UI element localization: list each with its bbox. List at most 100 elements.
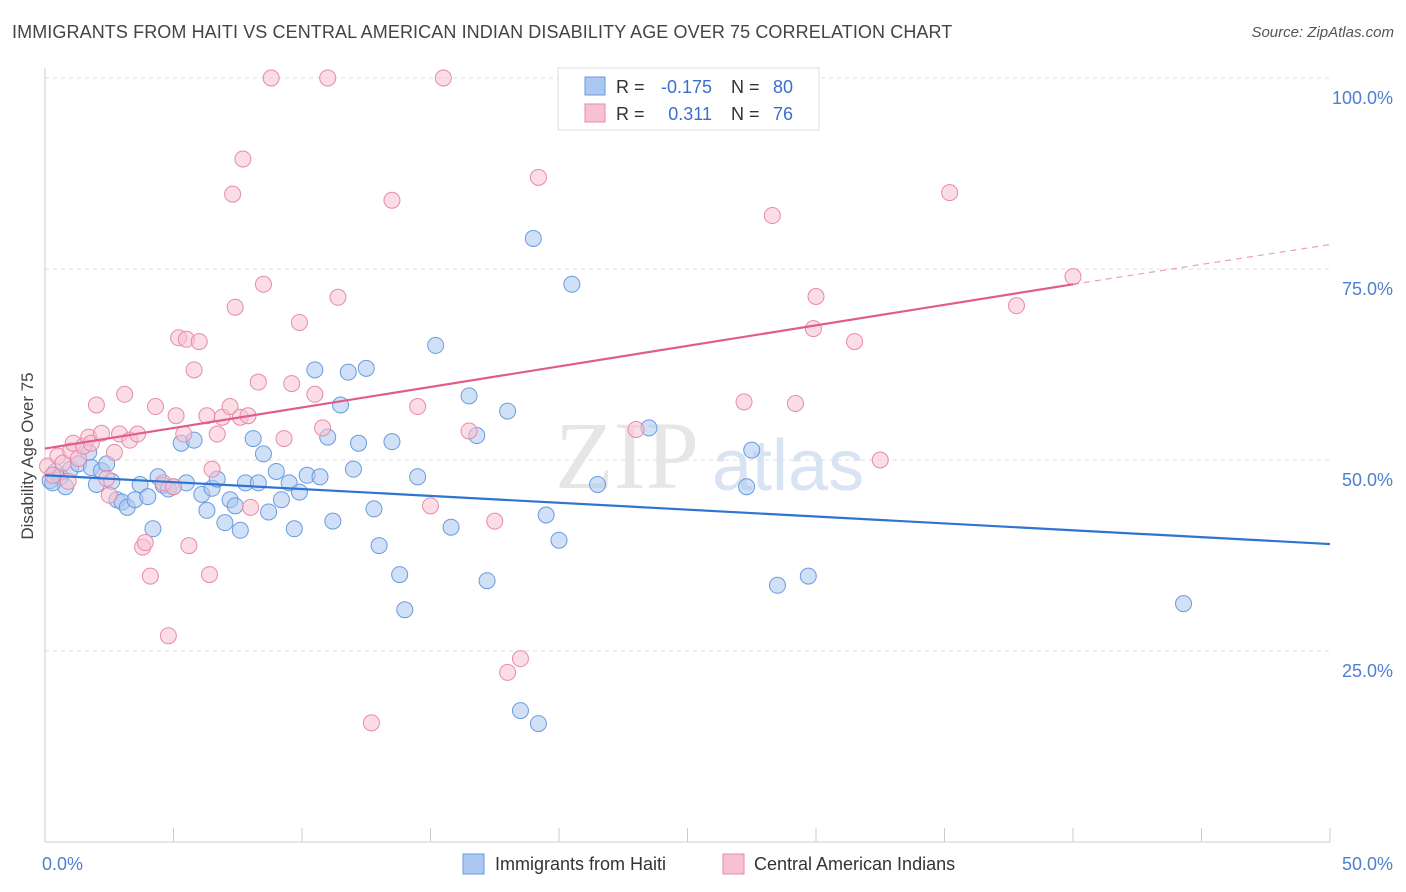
point-s1-32 — [185, 361, 203, 379]
point-s1-69 — [786, 394, 804, 412]
legend-r-value-1: 0.311 — [668, 104, 712, 124]
point-s1-68 — [763, 207, 781, 225]
point-s0-35 — [244, 430, 262, 448]
point-s0-59 — [409, 468, 427, 486]
watermark-zip: ZIP — [555, 402, 699, 509]
point-s0-74 — [738, 478, 756, 496]
point-s0-57 — [391, 566, 409, 584]
point-s1-17 — [116, 385, 134, 403]
point-s1-14 — [100, 486, 118, 504]
point-s1-22 — [141, 567, 159, 585]
point-s1-53 — [314, 419, 332, 437]
point-s1-51 — [290, 313, 308, 331]
point-s1-15 — [105, 443, 123, 461]
point-s0-58 — [396, 601, 414, 619]
point-s1-43 — [234, 150, 252, 168]
point-s1-45 — [242, 498, 260, 516]
point-s1-75 — [1007, 297, 1025, 315]
trend-line-s0 — [44, 474, 1331, 546]
point-s0-32 — [226, 497, 244, 515]
y-axis-label: Disability Age Over 75 — [18, 372, 37, 539]
point-s1-58 — [409, 398, 427, 416]
point-s1-33 — [190, 333, 208, 351]
bottom-legend-label-central-american-indians: Central American Indians — [754, 854, 955, 874]
point-s1-36 — [203, 460, 221, 478]
legend-swatch-central-american-indians — [584, 103, 606, 123]
point-s1-64 — [511, 650, 529, 668]
point-s1-40 — [224, 185, 242, 203]
point-s0-75 — [743, 441, 761, 459]
legend-n-label-0: N = — [731, 77, 760, 97]
point-s1-31 — [180, 537, 198, 555]
y-tick-label-0: 100.0% — [1332, 88, 1393, 108]
x-tick-labels: 0.0% 50.0% — [42, 854, 1393, 874]
point-s0-67 — [524, 229, 542, 247]
point-s0-66 — [511, 702, 529, 720]
point-s0-36 — [249, 474, 267, 492]
point-s1-41 — [226, 298, 244, 316]
bottom-legend-swatch-central-american-indians — [722, 853, 745, 875]
point-s0-65 — [499, 402, 517, 420]
point-s0-71 — [563, 275, 581, 293]
point-s0-38 — [260, 503, 278, 521]
point-s1-50 — [283, 375, 301, 393]
point-s1-46 — [249, 373, 267, 391]
point-s1-63 — [499, 663, 517, 681]
legend-r-label-0: R = — [616, 77, 645, 97]
point-s0-60 — [427, 336, 445, 354]
axes — [44, 68, 1331, 843]
point-s1-71 — [807, 288, 825, 306]
point-s1-59 — [422, 497, 439, 515]
point-s1-66 — [627, 420, 645, 438]
point-s0-78 — [1175, 595, 1193, 613]
point-s0-51 — [344, 460, 362, 478]
point-s1-74 — [941, 184, 959, 202]
series-central-american-indian-points — [39, 69, 1082, 732]
point-s1-11 — [87, 396, 105, 414]
point-s1-56 — [362, 714, 380, 732]
point-s1-47 — [254, 275, 272, 293]
point-s0-27 — [198, 501, 216, 519]
point-s1-25 — [159, 627, 177, 645]
point-s1-52 — [306, 385, 324, 403]
legend-r-value-0: -0.175 — [661, 77, 712, 97]
point-s1-57 — [383, 191, 401, 209]
point-s0-68 — [529, 715, 547, 733]
point-s1-61 — [460, 422, 478, 440]
point-s0-45 — [306, 361, 324, 379]
point-s0-50 — [339, 363, 357, 381]
point-s1-55 — [329, 288, 347, 306]
point-s0-17 — [139, 488, 157, 506]
bottom-legend-swatch-haiti — [462, 853, 485, 875]
point-s0-39 — [267, 462, 285, 480]
x-tick-label-1: 50.0% — [1342, 854, 1393, 874]
legend-n-value-0: 80 — [773, 77, 793, 97]
point-s0-72 — [589, 475, 607, 493]
point-s0-70 — [550, 531, 568, 549]
point-s1-49 — [275, 430, 293, 448]
y-tick-labels: 100.0% 75.0% 50.0% 25.0% — [1332, 88, 1393, 681]
point-s1-65 — [529, 168, 547, 186]
point-s0-61 — [442, 518, 460, 536]
point-s0-64 — [478, 572, 496, 590]
trend-line-s1 — [44, 283, 1074, 450]
legend-r-label-1: R = — [616, 104, 645, 124]
point-s0-48 — [324, 512, 342, 530]
point-s1-37 — [208, 425, 226, 443]
point-s1-60 — [434, 69, 452, 87]
point-s0-53 — [357, 359, 375, 377]
point-s1-27 — [167, 407, 185, 425]
point-s1-21 — [136, 534, 154, 552]
point-s0-55 — [370, 537, 388, 555]
point-s0-76 — [768, 576, 786, 594]
point-s1-3 — [54, 454, 72, 472]
point-s0-40 — [272, 491, 290, 509]
x-tick-label-0: 0.0% — [42, 854, 83, 874]
point-s1-29 — [175, 425, 193, 443]
point-s0-37 — [254, 445, 272, 463]
trend-extension-s1 — [1072, 243, 1331, 285]
chart-title: IMMIGRANTS FROM HAITI VS CENTRAL AMERICA… — [12, 22, 953, 42]
point-s1-70 — [804, 320, 822, 338]
point-s0-62 — [460, 387, 478, 405]
